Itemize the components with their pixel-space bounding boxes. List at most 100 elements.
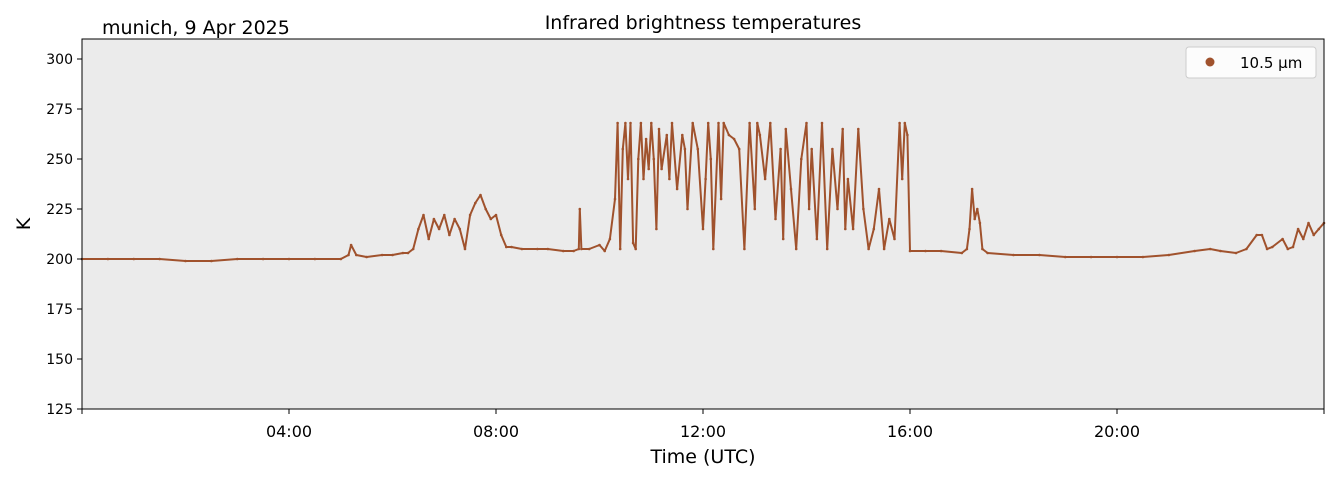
data-point: [1193, 249, 1196, 253]
data-point: [1219, 249, 1222, 253]
data-point: [499, 233, 503, 237]
data-point: [1302, 237, 1305, 241]
x-axis: 04:00 08:00 12:00 16:00 20:00: [81, 409, 1325, 441]
data-point: [805, 121, 808, 125]
data-point: [732, 137, 736, 141]
data-point: [774, 217, 777, 221]
legend-box: [1185, 46, 1317, 79]
data-point: [691, 121, 694, 125]
y-axis-label: K: [13, 217, 35, 230]
data-point: [1286, 247, 1290, 251]
data-point: [717, 121, 720, 125]
data-point: [608, 237, 612, 241]
data-point: [1265, 247, 1269, 251]
location-date-label: munich, 9 Apr 2025: [102, 17, 290, 39]
data-point: [769, 121, 772, 125]
data-point: [800, 157, 803, 161]
data-point: [867, 247, 870, 251]
data-point: [756, 121, 759, 125]
data-point: [779, 147, 782, 151]
data-point: [411, 247, 415, 251]
data-point: [644, 137, 648, 141]
data-point: [463, 247, 467, 251]
data-point: [432, 217, 436, 221]
legend: 10.5 µm: [1185, 46, 1317, 79]
data-point: [437, 227, 441, 231]
data-point: [743, 247, 746, 251]
data-point: [978, 221, 982, 225]
y-axis: 125 150 175 200 225 250 275 300: [46, 52, 82, 418]
data-point: [986, 251, 989, 255]
data-point: [380, 253, 384, 257]
data-point: [1296, 227, 1300, 231]
data-point: [903, 121, 907, 125]
data-point: [882, 247, 886, 251]
x-tick-label: 04:00: [266, 422, 312, 441]
data-point: [365, 255, 368, 259]
data-point: [737, 147, 741, 151]
data-point: [719, 197, 723, 201]
data-point: [468, 213, 472, 217]
data-point: [1271, 245, 1274, 249]
data-point: [339, 257, 343, 261]
y-tick-label: 125: [46, 402, 73, 418]
data-point: [1012, 253, 1015, 257]
data-point: [660, 167, 663, 171]
data-point: [1260, 233, 1264, 237]
data-point: [825, 247, 829, 251]
data-point: [696, 147, 700, 151]
data-point: [580, 247, 583, 251]
data-point: [753, 207, 757, 211]
data-point: [489, 217, 493, 221]
data-point: [820, 121, 824, 125]
y-tick-label: 300: [46, 52, 73, 68]
data-point: [1064, 255, 1067, 259]
data-point: [1141, 255, 1145, 259]
data-point: [639, 121, 643, 125]
x-tick-label: 12:00: [680, 422, 726, 441]
data-point: [877, 187, 881, 191]
data-point: [893, 237, 896, 241]
data-point: [546, 247, 550, 251]
data-point: [621, 147, 625, 151]
data-point: [618, 247, 622, 251]
data-point: [727, 133, 731, 137]
data-point: [898, 121, 901, 125]
data-point: [851, 227, 855, 231]
data-point: [453, 217, 456, 221]
data-point: [657, 127, 661, 131]
data-point: [665, 133, 669, 137]
data-point: [613, 197, 617, 201]
data-point: [652, 157, 656, 161]
data-point: [427, 237, 431, 241]
y-tick-label: 175: [46, 302, 73, 318]
data-point: [484, 207, 488, 211]
x-tick-label: 16:00: [887, 422, 933, 441]
data-point: [629, 121, 632, 125]
data-point: [709, 157, 713, 161]
data-point: [626, 177, 630, 181]
data-point: [1038, 253, 1041, 257]
data-point: [970, 187, 974, 191]
data-point: [1115, 255, 1119, 259]
data-point: [349, 243, 353, 247]
data-point: [681, 133, 684, 137]
y-tick-label: 200: [46, 252, 73, 268]
data-point: [132, 257, 136, 261]
data-point: [789, 187, 793, 191]
data-point: [510, 245, 513, 249]
y-tick-label: 250: [46, 152, 73, 168]
data-point: [577, 247, 581, 251]
data-point: [448, 233, 451, 237]
y-tick-label: 275: [46, 102, 73, 118]
y-tick-label: 150: [46, 352, 73, 368]
x-tick-label: 08:00: [473, 422, 519, 441]
data-point: [844, 227, 847, 231]
data-point: [794, 247, 798, 251]
x-axis-label: Time (UTC): [649, 446, 755, 468]
data-point: [647, 167, 650, 171]
data-point: [210, 259, 213, 263]
data-point: [417, 227, 420, 231]
data-point: [603, 249, 606, 253]
